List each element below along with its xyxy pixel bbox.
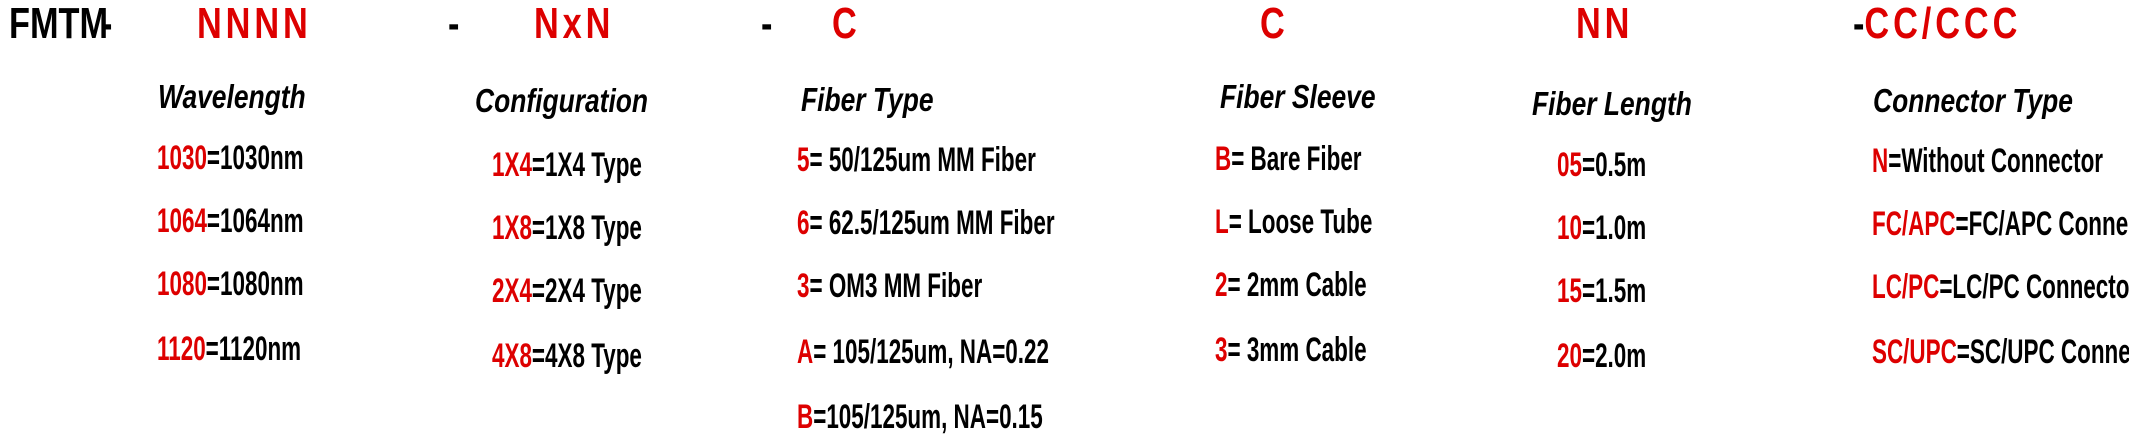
item-desc: = 62.5/125um MM Fiber [809,204,1055,242]
item-code: FC/APC [1872,205,1956,243]
item-desc: =105/125um, NA=0.15 [813,398,1043,436]
item-code: 20 [1557,337,1582,375]
configuration-item: 1X4=1X4 Type [492,147,642,183]
item-desc: = OM3 MM Fiber [809,267,983,305]
fiber-length-item: 20=2.0m [1557,338,1646,374]
fiber-sleeve-code-placeholder: C [1260,0,1289,48]
column-label-fiber-type: Fiber Type [801,81,934,118]
connector-code: CC/CCC [1864,0,2022,48]
item-desc: =SC/UPC Connector [1956,333,2129,371]
item-desc: =1.0m [1581,209,1647,247]
item-code: N [1872,142,1889,180]
fiber-type-item: B=105/125um, NA=0.15 [797,399,1043,435]
configuration-item: 2X4=2X4 Type [492,273,642,309]
item-code: 3 [797,267,810,305]
item-desc: =1080nm [206,265,304,303]
item-desc: = 2mm Cable [1227,266,1367,304]
item-code: 1X8 [492,209,532,247]
connector-type-item: N=Without Connector [1872,143,2103,179]
item-code: 1030 [157,139,207,177]
item-code: B [1215,140,1232,178]
item-code: 1X4 [492,146,532,184]
item-code: 05 [1557,146,1582,184]
item-code: 6 [797,204,810,242]
fiber-length-code-placeholder: NN [1576,0,1634,48]
fiber-length-item: 15=1.5m [1557,273,1646,309]
wavelength-item: 1030=1030nm [157,140,304,176]
fiber-length-item: 05=0.5m [1557,147,1646,183]
item-desc: = 3mm Cable [1227,331,1367,369]
item-code: LC/PC [1872,268,1940,306]
separator-dash-2: - [761,0,773,48]
connector-type-item: LC/PC=LC/PC Connector [1872,269,2129,305]
item-code: 1080 [157,265,207,303]
column-label-fiber-sleeve: Fiber Sleeve [1220,78,1376,115]
item-desc: =1030nm [206,139,304,177]
item-desc: =2.0m [1581,337,1647,375]
item-desc: =1X4 Type [531,146,642,184]
column-label-fiber-length: Fiber Length [1532,85,1692,122]
item-code: 1120 [157,330,206,368]
configuration-item: 4X8=4X8 Type [492,338,642,374]
prefix-dash: - [101,0,113,48]
item-desc: =1120nm [205,330,302,368]
connector-dash: - [1853,0,1865,48]
wavelength-item: 1064=1064nm [157,203,304,239]
item-code: 15 [1557,272,1582,310]
configuration-item: 1X8=1X8 Type [492,210,642,246]
configuration-code-placeholder: NxN [534,0,615,48]
column-label-connector-type: Connector Type [1873,82,2073,119]
item-desc: =2X4 Type [531,272,642,310]
item-desc: = Bare Fiber [1231,140,1362,178]
item-code: L [1215,203,1229,241]
item-desc: =4X8 Type [531,337,642,375]
item-code: 2X4 [492,272,532,310]
item-desc: = 105/125um, NA=0.22 [813,333,1049,371]
item-code: 5 [797,141,810,179]
connector-code-placeholder: -CC/CCC [1853,2,2021,46]
column-label-wavelength: Wavelength [158,78,306,115]
item-code: 2 [1215,266,1228,304]
connector-type-item: SC/UPC=SC/UPC Connector [1872,334,2129,370]
item-desc: = 50/125um MM Fiber [809,141,1036,179]
wavelength-item: 1120=1120nm [157,331,301,367]
fiber-type-code-placeholder: C [832,0,861,48]
fiber-sleeve-item: B= Bare Fiber [1215,141,1362,177]
item-code: 1064 [157,202,207,240]
fiber-sleeve-item: 3= 3mm Cable [1215,332,1367,368]
fiber-sleeve-item: L= Loose Tube [1215,204,1372,240]
wavelength-code-placeholder: NNNN [197,0,312,48]
item-desc: = Loose Tube [1228,203,1373,241]
separator-dash-1: - [448,0,460,48]
item-code: A [797,333,814,371]
column-label-configuration: Configuration [475,82,649,119]
item-desc: =1X8 Type [531,209,642,247]
fiber-length-item: 10=1.0m [1557,210,1646,246]
item-code: 10 [1557,209,1582,247]
fiber-type-item: 6= 62.5/125um MM Fiber [797,205,1055,241]
item-desc: =0.5m [1581,146,1647,184]
fiber-type-item: 5= 50/125um MM Fiber [797,142,1036,178]
part-prefix: FMTM [9,0,109,48]
connector-type-item: FC/APC=FC/APC Connector [1872,206,2129,242]
wavelength-item: 1080=1080nm [157,266,304,302]
item-code: SC/UPC [1872,333,1957,371]
item-desc: =Without Connector [1888,142,2104,180]
fiber-type-item: 3= OM3 MM Fiber [797,268,982,304]
item-desc: =1.5m [1581,272,1647,310]
item-desc: =1064nm [206,202,304,240]
item-code: B [797,398,814,436]
item-desc: =LC/PC Connector [1939,268,2129,306]
item-code: 4X8 [492,337,532,375]
fiber-type-item: A= 105/125um, NA=0.22 [797,334,1049,370]
item-code: 3 [1215,331,1228,369]
item-desc: =FC/APC Connector [1955,205,2129,243]
fiber-sleeve-item: 2= 2mm Cable [1215,267,1367,303]
